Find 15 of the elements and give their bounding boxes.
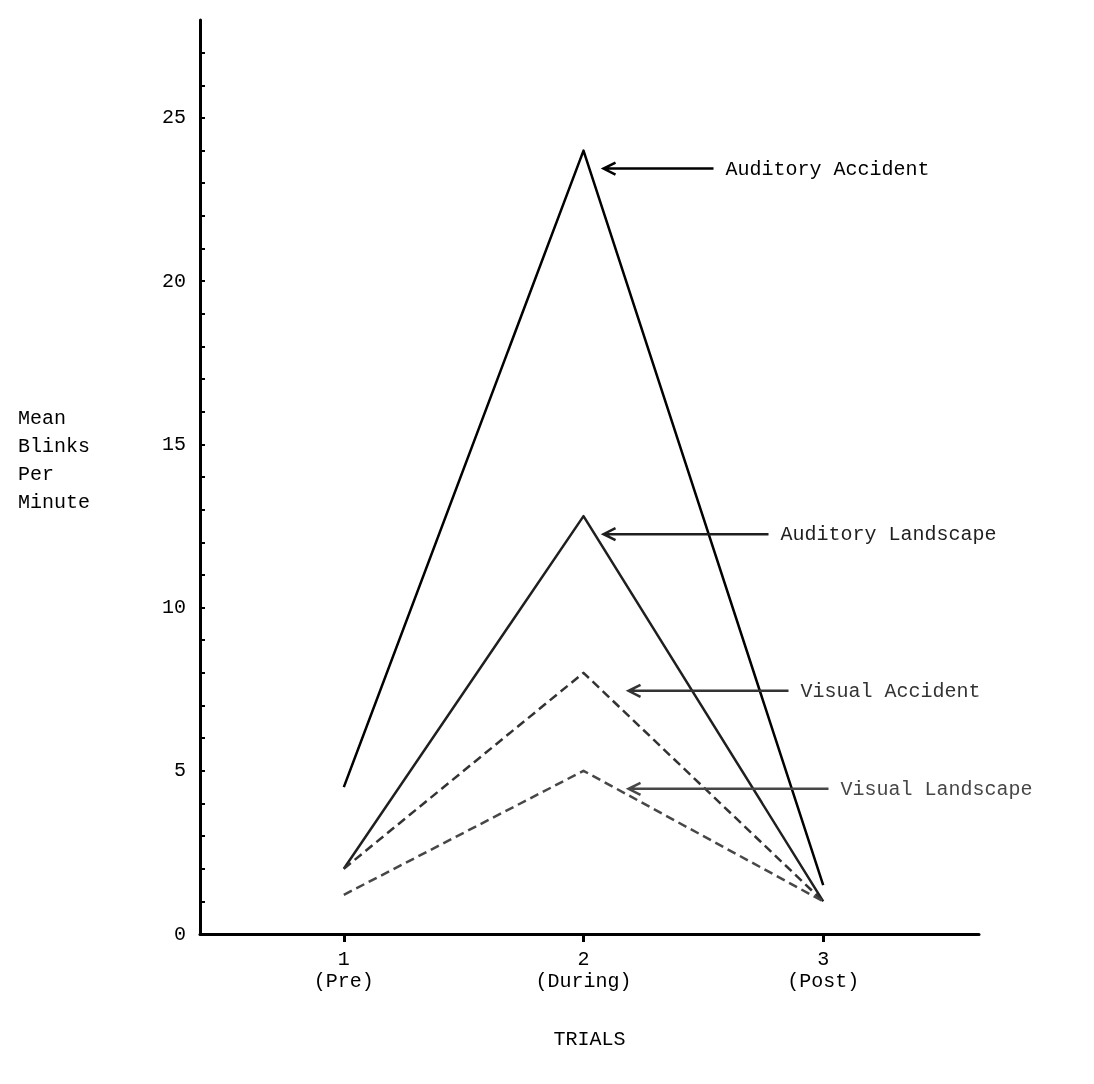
x-tick-label: 1 (Pre) [313, 947, 374, 993]
y-tick-label: 10 [161, 596, 186, 620]
text: Visual Landscape [840, 777, 1033, 801]
x-tick-label: 3 (Post) [787, 947, 860, 993]
x-axis-title: TRIALS [553, 1027, 626, 1051]
y-tick-label: 5 [173, 759, 186, 783]
y-tick-label: 25 [161, 106, 186, 130]
y-tick-label: 15 [161, 432, 186, 456]
y-tick-label: 0 [173, 922, 186, 946]
text: Auditory Accident [725, 157, 930, 181]
text: Visual Accident [800, 679, 981, 703]
text: Auditory Landscape [780, 523, 997, 547]
y-axis-title: Mean Blinks Per Minute [18, 406, 91, 516]
x-tick-label: 2 (During) [535, 947, 632, 993]
y-tick-label: 20 [161, 269, 186, 293]
